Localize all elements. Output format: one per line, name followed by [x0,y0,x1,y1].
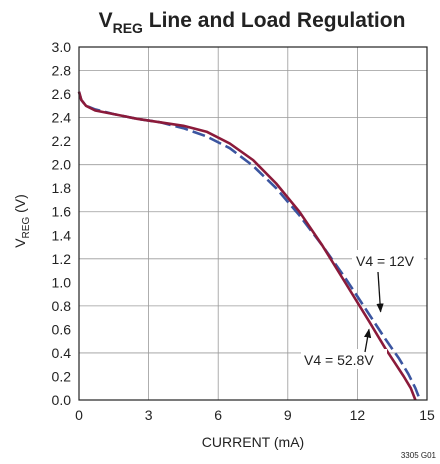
y-tick-label: 1.8 [52,180,72,196]
figure-id: 3305 G01 [401,451,437,460]
y-tick-label: 2.8 [52,63,72,79]
chart-title: VREG Line and Load Regulation [99,9,406,36]
y-tick-label: 0.0 [52,392,72,408]
series-line-1 [77,91,417,401]
y-tick-labels: 0.0 0.2 0.4 0.6 0.8 1.0 1.2 1.4 1.6 1.8 2.0 2.2 2.4 2… [52,39,72,408]
y-tick-label: 3.0 [52,39,72,55]
y-axis-label: VREG (V) [12,194,32,248]
y-tick-label: 0.8 [52,298,72,314]
x-tick-label: 6 [214,407,222,423]
y-tick-label: 2.4 [52,110,72,126]
annotation-v4-12v-bg [352,250,424,270]
y-tick-label: 2.2 [52,133,72,149]
annotation-v4-52-8v-bg [301,349,387,369]
annotation-v4-52-8v: V4 = 52.8V [301,349,387,369]
y-tick-label: 1.0 [52,274,72,290]
series-lines [77,91,422,401]
y-tick-label: 0.4 [52,345,72,361]
annotation-v4-52-8v-label: V4 = 52.8V [304,352,374,368]
y-tick-label: 1.2 [52,251,72,267]
annotation-v4-12v-label: V4 = 12V [356,253,415,269]
x-tick-label: 0 [75,407,83,423]
y-tick-label: 1.6 [52,204,72,220]
x-tick-label: 12 [350,407,366,423]
y-tick-label: 0.2 [52,368,72,384]
annotation-arrows [363,271,384,353]
annotation-v4-12v: V4 = 12V [352,250,424,270]
x-axis-label: CURRENT (mA) [202,434,304,450]
annotation-arrow [376,271,384,313]
x-tick-label: 3 [145,407,153,423]
annotation-arrow [363,328,372,353]
y-tick-label: 2.6 [52,86,72,102]
x-tick-labels: 0 3 6 9 12 15 [75,407,435,423]
y-tick-label: 1.4 [52,227,72,243]
y-tick-label: 0.6 [52,321,72,337]
x-tick-label: 9 [284,407,292,423]
x-tick-label: 15 [419,407,435,423]
y-tick-label: 2.0 [52,157,72,173]
plot-frame [78,46,428,401]
grid [78,47,428,401]
